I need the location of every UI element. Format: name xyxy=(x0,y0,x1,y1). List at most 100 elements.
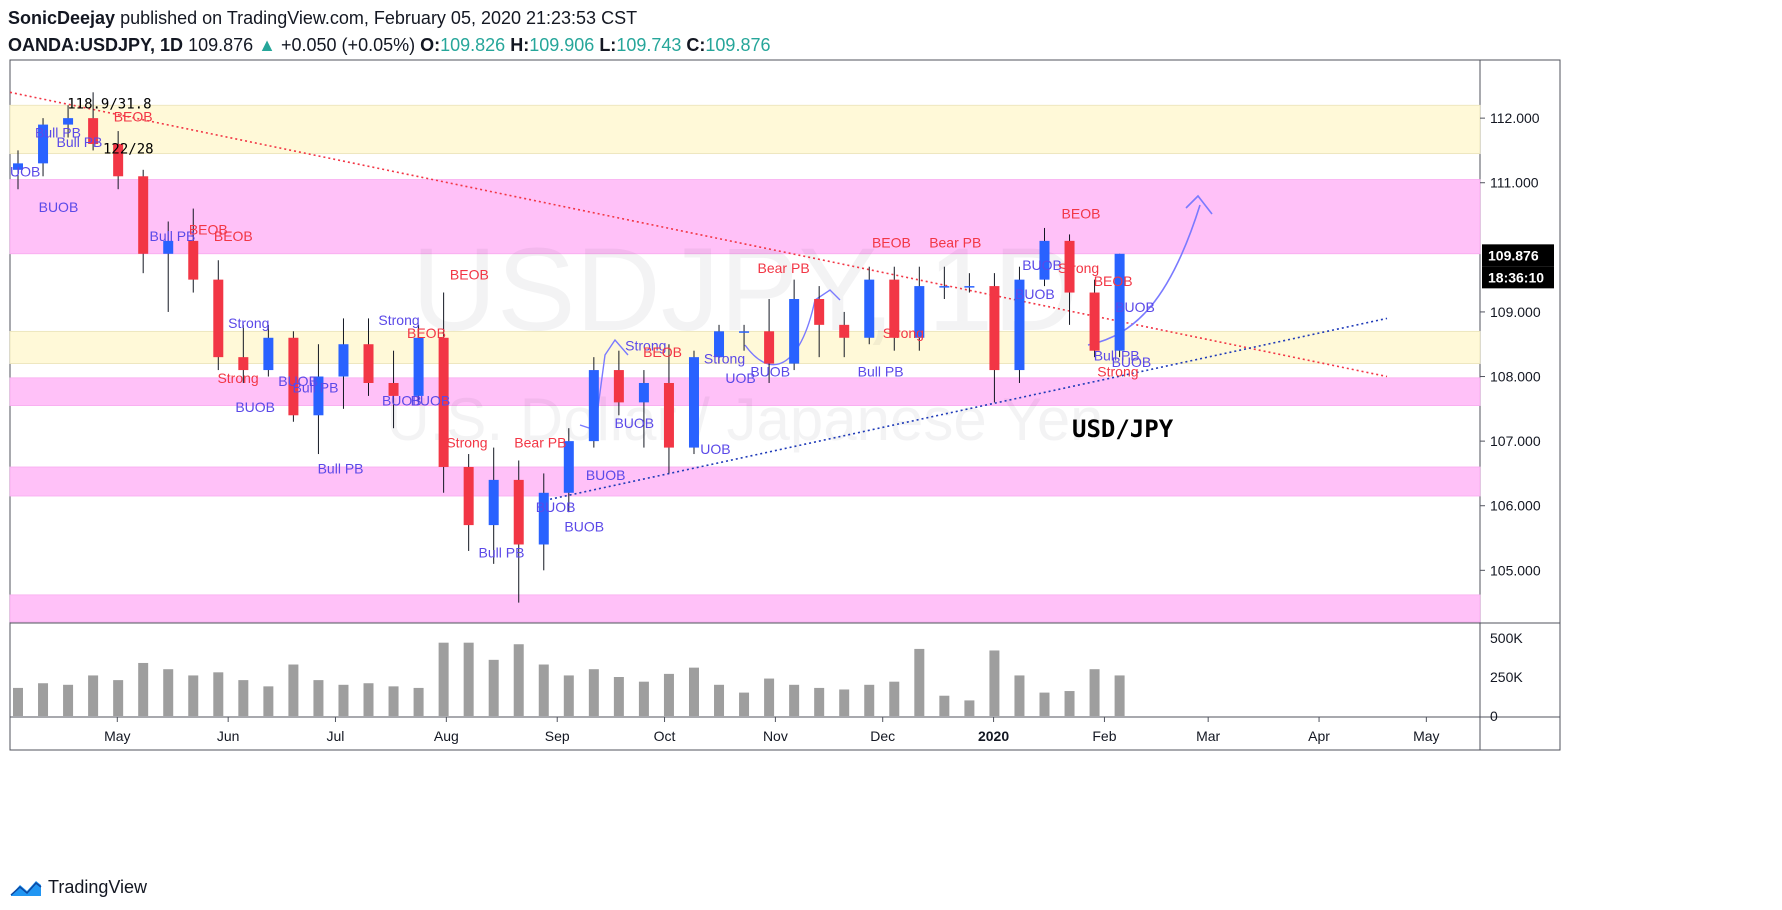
annotation-label: BEOB xyxy=(214,228,253,244)
annotation-label: BUOB xyxy=(586,467,626,483)
annotation-label: BEOB xyxy=(114,108,153,124)
volume-bar xyxy=(388,686,399,716)
price-chart[interactable]: USDJPY, 1D U.S. Dollar / Japanese Yen 118.… xyxy=(0,0,1782,870)
annotation-label: BEOB xyxy=(643,344,682,360)
annotation-label: BEOB xyxy=(450,267,489,283)
tradingview-logo-icon[interactable] xyxy=(10,879,42,897)
volume-bar xyxy=(338,684,349,716)
annotation-label: BUOB xyxy=(1115,299,1155,315)
volume-bar xyxy=(413,687,424,716)
candle-body xyxy=(789,299,800,364)
volume-bar xyxy=(513,644,524,716)
candle-body xyxy=(138,176,149,254)
candle-body xyxy=(839,324,850,338)
volume-bar xyxy=(914,648,925,716)
volume-bar xyxy=(488,659,499,716)
candle-body xyxy=(338,344,349,377)
annotation-label: Bull PB xyxy=(293,380,339,396)
y-tick-label: 108.000 xyxy=(1490,369,1541,385)
candle-body xyxy=(613,370,624,403)
volume-bar xyxy=(688,667,699,716)
candle-body xyxy=(38,124,49,164)
volume-bar xyxy=(638,681,649,716)
candle-body xyxy=(463,466,474,526)
candle-body xyxy=(964,286,975,288)
x-tick-label: Mar xyxy=(1196,728,1220,744)
annotation-label: Strong xyxy=(446,435,487,451)
x-tick-label: Jul xyxy=(327,728,345,744)
volume-bar xyxy=(989,650,1000,716)
volume-bar xyxy=(263,686,274,716)
volume-bar xyxy=(163,669,174,716)
annotation-label: Strong xyxy=(228,315,269,331)
annotation-label: Strong xyxy=(217,370,258,386)
annotation-label: UOB xyxy=(725,370,755,386)
chart-title: USD/JPY xyxy=(1072,415,1174,443)
last-price-label: 109.876 xyxy=(1488,247,1539,263)
annotation-label: BUOB xyxy=(1022,257,1062,273)
x-tick-label: Feb xyxy=(1092,728,1116,744)
annotation-label: Bull PB xyxy=(318,460,364,476)
y-tick-label: 111.000 xyxy=(1490,175,1539,191)
candle-body xyxy=(889,279,900,338)
zone-pink xyxy=(9,179,1481,255)
volume-bar xyxy=(38,683,49,716)
annotation-label: Strong xyxy=(625,338,666,354)
x-tick-label: Jun xyxy=(217,728,240,744)
x-tick-label: Sep xyxy=(545,728,570,744)
watermark-symbol: USDJPY, 1D xyxy=(412,224,1079,356)
low-label: L: xyxy=(599,35,617,55)
annotation-label: BEOB xyxy=(1062,205,1101,221)
projection-arrowhead-icon xyxy=(1185,194,1213,215)
candle-body xyxy=(413,337,424,396)
author-name[interactable]: SonicDeejay xyxy=(8,8,116,28)
volume-bar xyxy=(188,675,199,716)
candle-body xyxy=(13,163,23,170)
annotation-label: BUOB xyxy=(278,373,318,389)
candle-body xyxy=(714,331,725,358)
candle-body xyxy=(814,299,825,325)
volume-bar xyxy=(714,684,725,716)
annotation-label: Strong xyxy=(883,325,924,341)
volume-bar xyxy=(13,687,23,716)
candle-body xyxy=(388,382,399,396)
candle-body xyxy=(513,479,524,545)
candle-body xyxy=(288,337,299,416)
annotation-label: Bull PB xyxy=(35,125,81,141)
volume-bar xyxy=(288,664,299,716)
volume-bar xyxy=(438,642,449,716)
countdown-box xyxy=(1482,266,1554,289)
candle-body xyxy=(88,118,99,144)
low-value: 109.743 xyxy=(616,35,682,55)
price-change: +0.050 (+0.05%) xyxy=(281,35,416,55)
annotation-label: BEOB xyxy=(407,325,446,341)
annotation-label: UOB xyxy=(10,163,40,179)
annotation-label: BUOB xyxy=(382,393,422,409)
y-tick-label: 109.000 xyxy=(1490,304,1541,320)
annotation-label: BEOB xyxy=(189,221,228,237)
volume-tick-label: 500K xyxy=(1490,630,1523,646)
chart-header: SonicDeejay published on TradingView.com… xyxy=(8,6,1768,57)
symbol-name[interactable]: OANDA:USDJPY, 1D xyxy=(8,35,184,55)
candle-body xyxy=(1089,292,1100,351)
annotation-label: 122/28 xyxy=(103,142,154,158)
zone-pink xyxy=(9,466,1481,497)
x-tick-label: Apr xyxy=(1308,728,1330,744)
up-arrow-icon: ▲ xyxy=(258,35,276,55)
volume-bar xyxy=(1114,675,1125,716)
annotation-label: BEOB xyxy=(1094,273,1133,289)
candle-body xyxy=(1039,240,1050,280)
candle-body xyxy=(1114,253,1125,351)
tradingview-brand[interactable]: TradingView xyxy=(48,877,148,897)
candle-body xyxy=(363,344,374,383)
volume-bar xyxy=(138,662,149,716)
volume-bar xyxy=(463,642,474,716)
candle-body xyxy=(188,240,199,280)
candle-body xyxy=(563,441,574,493)
volume-bar xyxy=(739,692,750,716)
volume-bar xyxy=(764,678,775,716)
volume-bar xyxy=(839,689,850,716)
annotation-label: BUOB xyxy=(564,519,604,535)
volume-bar xyxy=(1064,691,1075,716)
annotation-label: Bear PB xyxy=(929,234,981,250)
